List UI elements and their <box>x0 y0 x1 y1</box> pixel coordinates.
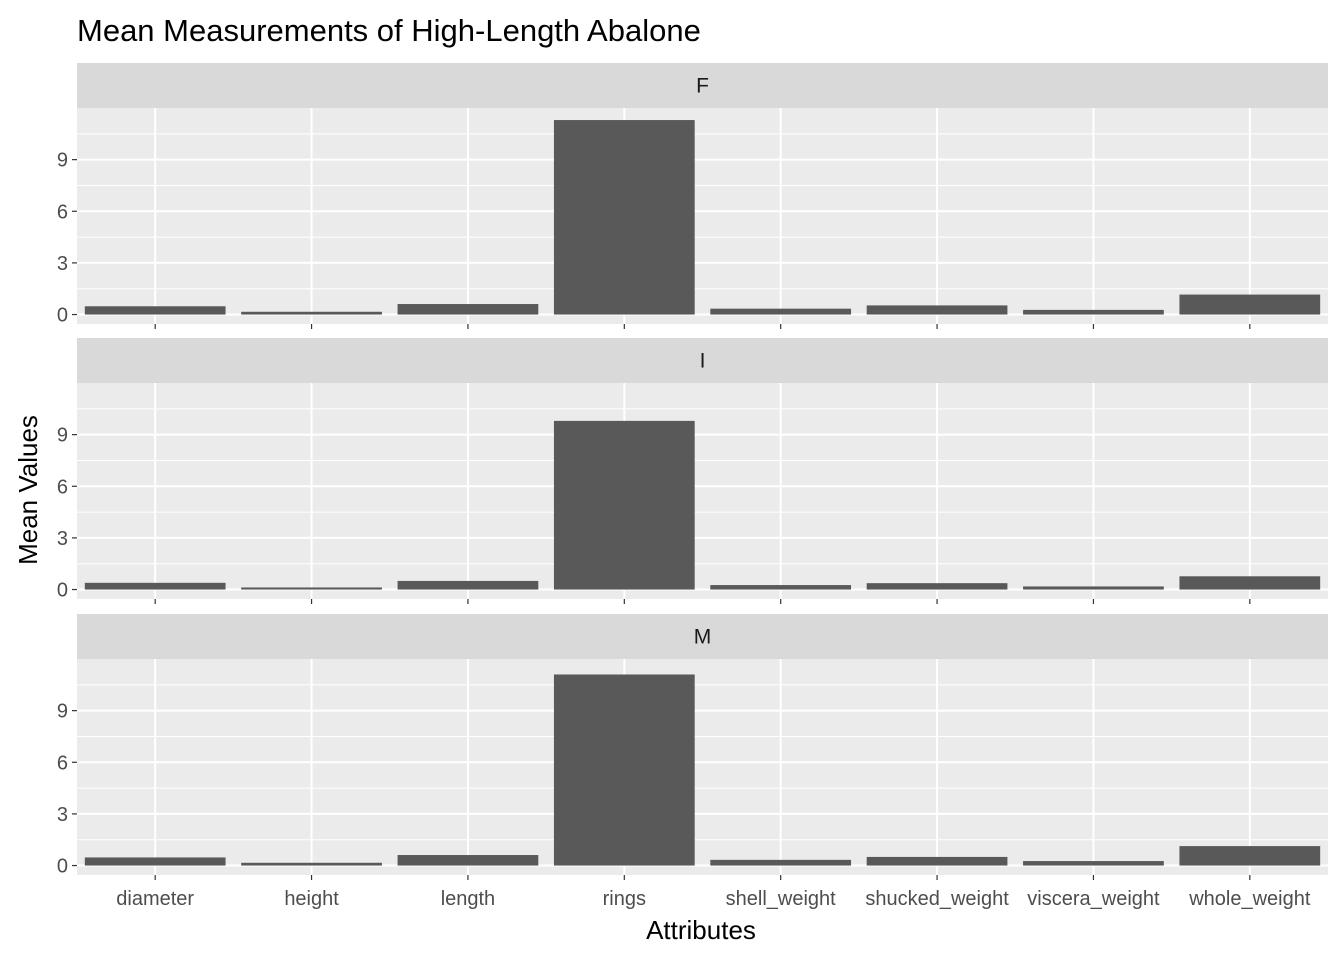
facet-strip-label: F <box>696 75 709 98</box>
x-axis-tick-labels: diameter height length rings shell_weight shu… <box>116 888 1311 910</box>
y-tick-label: 9 <box>57 701 68 723</box>
bar-shucked_weight <box>866 583 1008 590</box>
x-axis-title: Attributes <box>646 915 756 945</box>
x-tick-label-diameter: diameter <box>116 888 194 910</box>
bar-shell_weight <box>710 859 852 866</box>
bar-whole_weight <box>1179 294 1321 315</box>
facet-panel-I: I 0 3 6 9 <box>57 338 1328 604</box>
facet-strip <box>77 338 1328 383</box>
panel-background <box>77 383 1328 599</box>
y-tick-label: 3 <box>57 528 68 550</box>
y-tick-label: 0 <box>57 580 68 602</box>
facet-panel-F: F 0 3 6 9 <box>57 63 1328 329</box>
bar-height <box>241 311 382 315</box>
bar-length <box>397 580 539 590</box>
y-tick-label: 9 <box>57 150 68 172</box>
facet-panel-M: M 0 3 6 9 <box>57 614 1328 880</box>
bar-diameter <box>84 857 226 866</box>
y-tick-label: 6 <box>57 476 68 498</box>
x-tick-label-shell_weight: shell_weight <box>726 888 837 910</box>
bar-viscera_weight <box>1023 586 1164 590</box>
y-tick-label: 0 <box>57 856 68 878</box>
facet-strip <box>77 63 1328 108</box>
y-tick-label: 9 <box>57 425 68 447</box>
y-tick-label: 3 <box>57 253 68 275</box>
bar-diameter <box>84 582 226 590</box>
bar-rings <box>553 120 695 315</box>
y-tick-label: 3 <box>57 804 68 826</box>
facet-panels: F 0 3 6 9 I 0 3 6 9 M 0 3 6 9 <box>57 63 1328 880</box>
bar-length <box>397 304 539 315</box>
x-tick-label-height: height <box>284 888 339 910</box>
bar-height <box>241 587 382 590</box>
bar-rings <box>553 420 695 590</box>
bar-shucked_weight <box>866 305 1008 315</box>
bar-shucked_weight <box>866 856 1008 866</box>
y-tick-label: 6 <box>57 752 68 774</box>
bar-rings <box>553 674 695 866</box>
bar-viscera_weight <box>1023 861 1164 866</box>
y-tick-label: 6 <box>57 201 68 223</box>
x-tick-label-rings: rings <box>603 888 646 910</box>
bar-whole_weight <box>1179 846 1321 866</box>
panel-background <box>77 108 1328 324</box>
bar-whole_weight <box>1179 576 1321 590</box>
y-axis-title: Mean Values <box>13 415 43 565</box>
chart-title: Mean Measurements of High-Length Abalone <box>77 13 701 48</box>
x-tick-label-whole_weight: whole_weight <box>1188 888 1311 910</box>
bar-viscera_weight <box>1023 309 1164 315</box>
panel-background <box>77 659 1328 875</box>
facet-strip <box>77 614 1328 659</box>
bar-height <box>241 862 382 866</box>
bar-shell_weight <box>710 585 852 590</box>
y-tick-label: 0 <box>57 305 68 327</box>
facet-strip-label: M <box>694 626 712 649</box>
x-tick-label-viscera_weight: viscera_weight <box>1027 888 1160 910</box>
x-tick-label-shucked_weight: shucked_weight <box>865 888 1009 910</box>
bar-length <box>397 855 539 866</box>
x-tick-label-length: length <box>441 888 496 910</box>
facet-strip-label: I <box>700 350 706 373</box>
bar-shell_weight <box>710 308 852 315</box>
bar-diameter <box>84 306 226 315</box>
